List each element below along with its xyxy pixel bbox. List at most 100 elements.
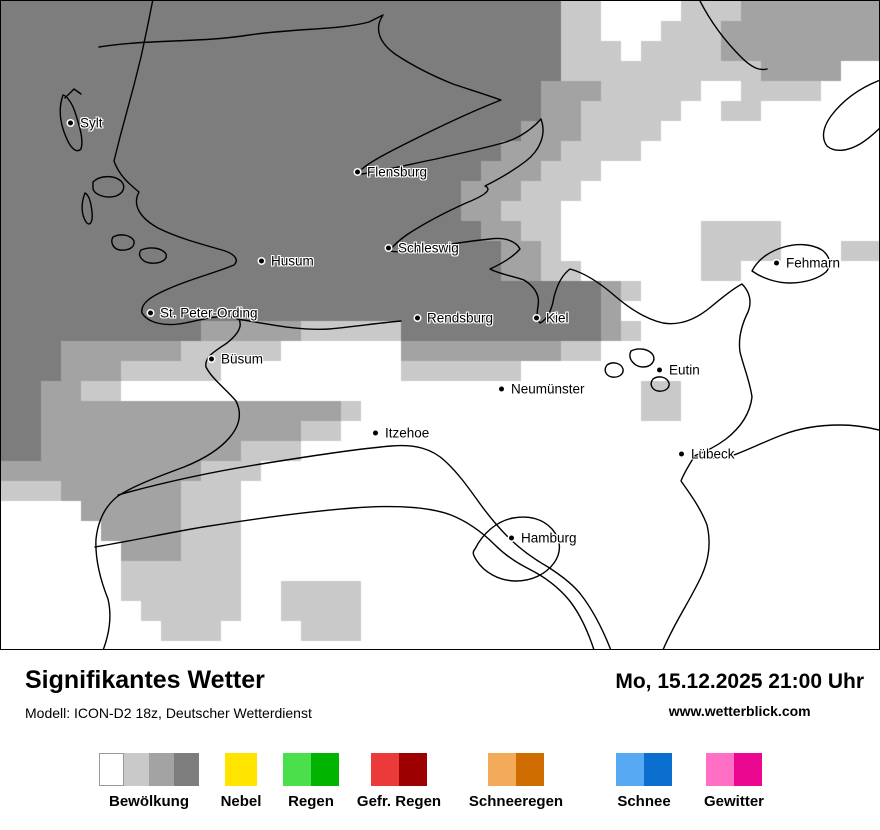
datetime-block: Mo, 15.12.2025 21:00 Uhr www.wetterblick… — [615, 670, 864, 719]
city-marker: Lübeck — [679, 447, 735, 462]
city-marker: Hamburg — [509, 531, 577, 546]
city-label: Kiel — [546, 310, 569, 326]
city-marker: Neumünster — [499, 382, 585, 397]
legend-group-schnee: Schnee — [616, 753, 672, 810]
legend-label: Schnee — [617, 793, 671, 810]
city-marker: Itzehoe — [373, 426, 429, 441]
city-label: Sylt — [80, 115, 103, 131]
cloud-cover-layer — [1, 1, 879, 649]
legend-swatch — [225, 753, 257, 786]
city-marker: Flensburg — [355, 165, 427, 180]
city-label: Eutin — [669, 362, 700, 378]
coastline-path — [92, 175, 125, 198]
coastline-path — [236, 318, 402, 331]
city-dot — [355, 169, 360, 175]
coastline-path — [751, 243, 831, 284]
map-area: Sylt Flensburg Schleswig Husum Fehmarn St. Pe… — [0, 0, 880, 650]
website-text: www.wetterblick.com — [668, 703, 811, 719]
city-marker: Fehmarn — [774, 256, 840, 271]
city-label: Büsum — [221, 351, 264, 367]
city-dot — [499, 386, 504, 392]
coastline-path — [138, 247, 167, 264]
city-marker: Kiel — [534, 311, 569, 326]
city-label: Itzehoe — [385, 425, 430, 441]
legend-swatch-row — [706, 753, 762, 786]
city-marker: Schleswig — [386, 241, 459, 256]
legend-swatch-row — [225, 753, 257, 786]
city-marker: Sylt — [68, 116, 103, 131]
legend-label: Regen — [288, 793, 334, 810]
city-marker: Eutin — [657, 363, 700, 378]
legend-swatch-row — [99, 753, 199, 786]
city-label: St. Peter-Ording — [160, 305, 258, 321]
legend-swatch — [149, 753, 174, 786]
legend-group-regen: Regen — [283, 753, 339, 810]
coastline-path — [604, 362, 624, 378]
city-dot — [509, 535, 514, 541]
legend-swatch-row — [371, 753, 427, 786]
forecast-datetime: Mo, 15.12.2025 21:00 Uhr — [615, 670, 864, 693]
coastline-path — [95, 1, 241, 649]
legend-swatch — [706, 753, 734, 786]
coastline-path — [650, 376, 670, 392]
city-label: Husum — [271, 253, 314, 269]
city-marker: Husum — [259, 254, 314, 269]
legend-swatch — [99, 753, 124, 786]
city-marker: Büsum — [209, 352, 263, 367]
legend-swatch — [311, 753, 339, 786]
city-dot — [415, 315, 420, 321]
city-label: Hamburg — [521, 530, 577, 546]
coastline-layer — [59, 1, 879, 649]
city-dot — [386, 245, 391, 251]
coastline-path — [59, 94, 83, 152]
coastline-path — [472, 516, 561, 582]
legend-label: Gewitter — [703, 793, 765, 810]
city-dot — [534, 315, 539, 321]
city-label: Rendsburg — [427, 310, 494, 326]
legend-label: Nebel — [220, 793, 262, 810]
city-label: Neumünster — [511, 381, 585, 397]
legend-swatch — [124, 753, 149, 786]
legend-label: Schneeregen — [468, 793, 564, 810]
legend-group-nebel: Nebel — [221, 753, 261, 810]
legend-swatch — [644, 753, 672, 786]
coastline-path — [361, 118, 879, 459]
city-dot — [209, 356, 214, 362]
legend-group-gewitter: Gewitter — [704, 753, 764, 810]
city-marker: St. Peter-Ording — [148, 306, 258, 321]
city-dot — [774, 260, 779, 266]
model-info: Modell: ICON-D2 18z, Deutscher Wetterdie… — [25, 705, 312, 721]
coastline-path — [699, 1, 768, 71]
legend-swatch — [616, 753, 644, 786]
coastline-path — [822, 79, 879, 151]
city-dot — [657, 367, 662, 373]
legend-swatch — [488, 753, 516, 786]
city-marker: Rendsburg — [415, 311, 493, 326]
legend-group-schneeregen: Schneeregen — [469, 753, 563, 810]
coastline-path — [81, 192, 93, 225]
coastline-path — [117, 444, 612, 649]
legend-swatch — [174, 753, 199, 786]
city-label: Lübeck — [691, 446, 735, 462]
coastline-path — [98, 14, 502, 170]
legend-swatch — [371, 753, 399, 786]
legend-swatch — [399, 753, 427, 786]
legend-swatch — [734, 753, 762, 786]
coastline-path — [629, 348, 655, 368]
city-label: Fehmarn — [786, 255, 841, 271]
coastline-path — [64, 88, 82, 99]
legend-swatch-row — [283, 753, 339, 786]
page-title: Signifikantes Wetter — [25, 666, 265, 694]
legend-swatch — [283, 753, 311, 786]
legend-group-bewoelkung: Bewölkung — [99, 753, 199, 810]
legend-swatch-row — [488, 753, 544, 786]
city-label: Flensburg — [367, 164, 428, 180]
legend-label: Gefr. Regen — [356, 793, 442, 810]
city-dot — [68, 120, 73, 126]
coastline-path — [94, 505, 595, 649]
legend-group-gefr-regen: Gefr. Regen — [357, 753, 441, 810]
legend-swatch — [516, 753, 544, 786]
city-dot — [259, 258, 264, 264]
city-label: Schleswig — [398, 240, 459, 256]
